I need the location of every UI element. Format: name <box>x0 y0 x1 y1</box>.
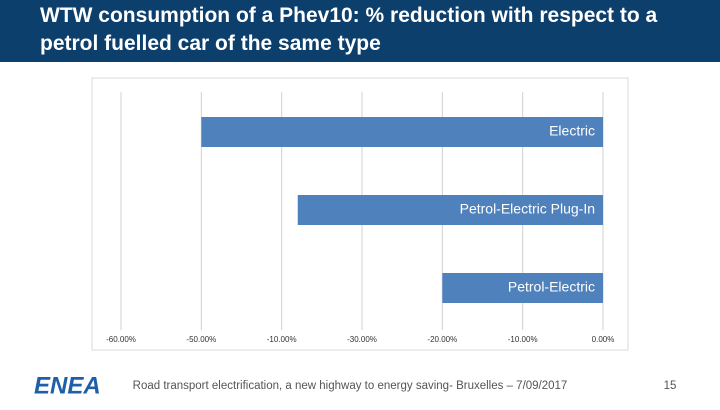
bar <box>201 117 604 147</box>
x-tick-label: -30.00% <box>347 335 377 344</box>
plot: -60.00% -50.00% -10.00% -30.00% -20.00% -10.0… <box>106 92 614 344</box>
title-box: WTW consumption of a Phev10: % reduction… <box>40 4 658 55</box>
x-tick-label: -10.00% <box>267 335 297 344</box>
category-label: Petrol-Electric <box>508 279 595 295</box>
page-number: 15 <box>664 380 677 392</box>
x-tick-label: -60.00% <box>106 335 136 344</box>
category-label: Petrol-Electric Plug-In <box>460 201 595 217</box>
x-tick-label: -10.00% <box>508 335 538 344</box>
x-tick-label: -50.00% <box>186 335 216 344</box>
chart-title: WTW consumption of a Phev10: % reduction… <box>40 4 658 55</box>
title-bar <box>0 0 720 62</box>
logo: ENEA <box>34 372 101 399</box>
x-tick-label: -20.00% <box>427 335 457 344</box>
footer-text: Road transport electrification, a new hi… <box>133 380 568 392</box>
bar <box>442 273 603 303</box>
bar <box>297 195 603 225</box>
category-label: Electric <box>549 123 595 139</box>
x-tick-label: 0.00% <box>592 335 615 344</box>
